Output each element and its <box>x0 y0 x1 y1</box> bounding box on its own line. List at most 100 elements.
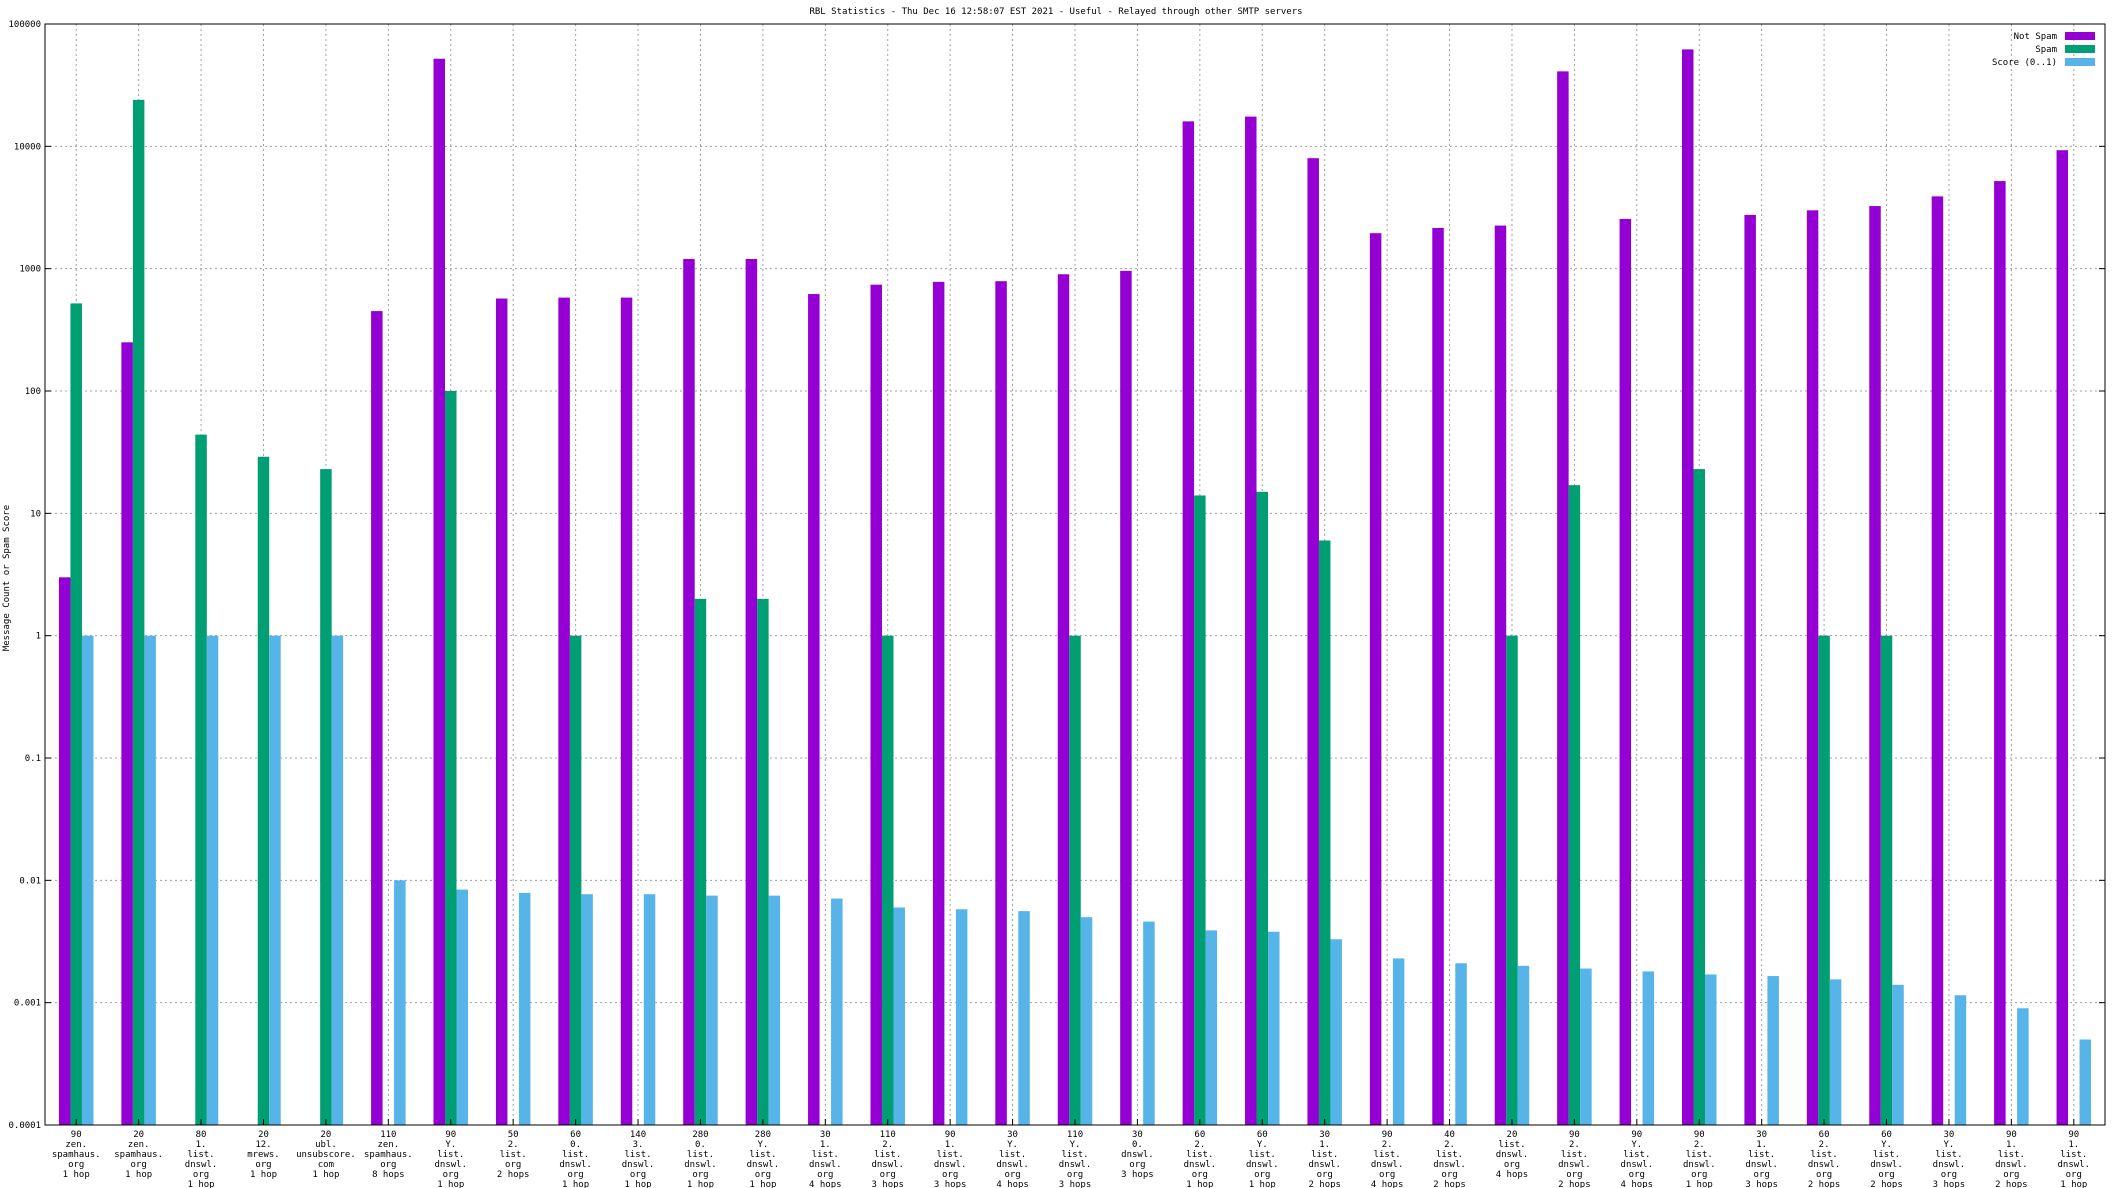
x-category-label-line: list. <box>562 1150 589 1160</box>
x-category-label-line: 1 hop <box>1686 1180 1713 1188</box>
x-category-label-line: dnswl. <box>1933 1160 1966 1170</box>
bar <box>1693 469 1705 1125</box>
bar <box>569 635 582 1125</box>
x-category-label-line: dnswl. <box>1621 1160 1654 1170</box>
bar <box>518 892 531 1125</box>
x-category-label-line: 280 <box>692 1130 708 1140</box>
x-category-label-line: org <box>755 1170 771 1180</box>
x-category-label-line: 1 hop <box>749 1180 776 1188</box>
x-category-label-line: org <box>1878 1170 1894 1180</box>
bar <box>121 342 133 1125</box>
x-category-label-line: 90 <box>71 1130 82 1140</box>
x-category-label-line: 110 <box>880 1130 896 1140</box>
x-category-label-line: list. <box>874 1150 901 1160</box>
x-category-label-line: list. <box>1498 1140 1525 1150</box>
x-category-label-line: org <box>942 1170 958 1180</box>
x-category-label-line: 1 hop <box>562 1180 589 1188</box>
bar <box>2017 1008 2029 1125</box>
x-category-label-line: dnswl. <box>934 1160 967 1170</box>
x-category-label-line: dnswl. <box>1870 1160 1903 1170</box>
bar <box>1642 971 1655 1125</box>
x-category-label-line: 3 hops <box>1933 1180 1966 1188</box>
bar <box>331 635 344 1125</box>
bar <box>1557 71 1569 1126</box>
bar <box>1506 635 1518 1125</box>
x-category-label-line: 50 <box>508 1130 519 1140</box>
bar <box>456 889 469 1125</box>
x-category-label-line: org <box>1691 1170 1707 1180</box>
x-category-label-line: list. <box>812 1150 839 1160</box>
x-category-label-line: 20 <box>1507 1130 1518 1140</box>
x-category-label-line: list. <box>1623 1150 1650 1160</box>
x-category-label-line: 3. <box>633 1140 644 1150</box>
legend-label: Not Spam <box>2014 32 2057 42</box>
bar <box>1392 958 1405 1125</box>
bars <box>58 49 2092 1126</box>
y-tick-label: 1000 <box>19 265 41 275</box>
series-1-bars <box>70 99 1893 1126</box>
x-category-label-line: 20 <box>258 1130 269 1140</box>
x-category-label-line: 140 <box>630 1130 646 1140</box>
x-category-label-line: 8 hops <box>372 1170 405 1180</box>
x-category-label-line: ubl. <box>315 1140 337 1150</box>
x-category-label-line: 60 <box>1881 1130 1892 1140</box>
bar <box>257 456 270 1126</box>
bar <box>1931 196 1944 1126</box>
x-category-label-line: 1. <box>2006 1140 2017 1150</box>
x-category-label-line: 2 hops <box>1433 1180 1466 1188</box>
legend-swatch <box>2065 32 2095 40</box>
bar <box>2079 1039 2092 1125</box>
x-category-label-line: dnswl. <box>1683 1160 1716 1170</box>
bar <box>1954 995 1967 1125</box>
x-category-label-line: org <box>193 1170 209 1180</box>
x-category-label-line: 90 <box>945 1130 956 1140</box>
bar <box>206 635 219 1125</box>
y-tick-label: 0.0001 <box>8 1121 41 1131</box>
x-category-label-line: 1 hop <box>1186 1180 1213 1188</box>
y-axis-label: Message Count or Spam Score <box>2 505 12 651</box>
x-category-label-line: 1 hop <box>624 1180 651 1188</box>
bar <box>1318 540 1331 1125</box>
x-category-label-line: org <box>1192 1170 1208 1180</box>
x-category-label-line: dnswl. <box>1246 1160 1279 1170</box>
x-category-label-line: Y. <box>1070 1140 1081 1150</box>
legend: Not Spam Spam Score (0..1) <box>1992 32 2095 68</box>
x-category-label-line: mrews. <box>247 1150 280 1160</box>
bar <box>394 880 406 1125</box>
x-category-label-line: 30 <box>1756 1130 1767 1140</box>
x-category-label-line: 30 <box>820 1130 831 1140</box>
x-category-label-line: list. <box>749 1150 776 1160</box>
x-category-label-line: list. <box>1186 1150 1213 1160</box>
x-category-label-line: 2. <box>1194 1140 1205 1150</box>
x-category-label-line: 30 <box>1319 1130 1330 1140</box>
x-category-label-line: dnswl. <box>1184 1160 1217 1170</box>
bar <box>1080 917 1093 1125</box>
x-category-label-line: dnswl. <box>1059 1160 1092 1170</box>
x-category-label-line: org <box>68 1160 84 1170</box>
x-category-label-line: dnswl. <box>1496 1150 1529 1160</box>
x-category-label-line: 4 hops <box>1371 1180 1404 1188</box>
x-category-label-line: dnswl. <box>747 1160 780 1170</box>
x-category-label-line: 2. <box>1819 1140 1830 1150</box>
x-category-label-line: 80 <box>196 1130 207 1140</box>
bar <box>893 907 905 1125</box>
x-category-label-line: 2. <box>1444 1140 1455 1150</box>
bar <box>1818 635 1830 1125</box>
bar <box>1829 979 1842 1125</box>
x-category-label-line: org <box>131 1160 147 1170</box>
y-tick-label: 10000 <box>14 142 41 152</box>
bar <box>694 598 707 1125</box>
x-category-label-line: dnswl. <box>684 1160 717 1170</box>
x-category-label-line: 90 <box>2006 1130 2017 1140</box>
x-category-label-line: 30 <box>1132 1130 1143 1140</box>
x-category-label-line: Y. <box>1944 1140 1955 1150</box>
